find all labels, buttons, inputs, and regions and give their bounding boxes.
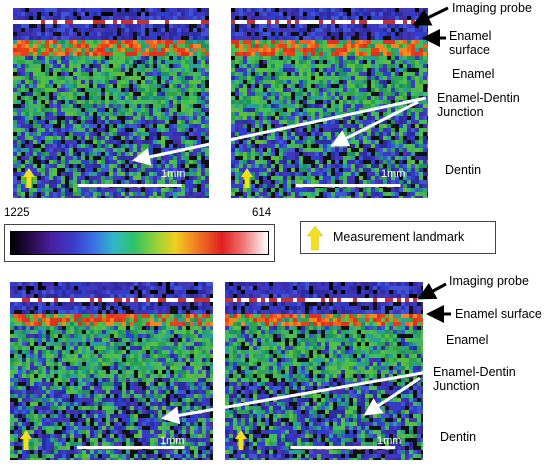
arrow-edj-bottom-left [161,370,429,425]
label-dentin: Dentin [445,163,482,177]
label-dentin-bottom: Dentin [440,430,477,444]
scale-bar-label: 1mm [377,435,402,447]
label-imaging-probe-bottom: Imaging probe [449,274,529,288]
yellow-up-arrow-icon [241,168,253,188]
scale-bar-label: 1mm [161,168,186,180]
colorbar-right-value: 614 [252,207,272,219]
oct-image-bottom-left: 1mm [10,282,213,460]
label-edj-line1-bottom: Enamel-Dentin [433,365,516,379]
colorbar [4,224,275,262]
label-edj-line1: Enamel-Dentin [437,91,520,105]
label-edj-line2: Junction [437,105,484,119]
label-enamel: Enamel [452,67,495,81]
arrow-edj-top-left [132,96,427,166]
label-enamel-bottom: Enamel [446,333,489,347]
colorbar-left-value: 1225 [4,207,30,219]
oct-image-top-left: 1mm [13,8,209,198]
scale-bar-label: 1mm [381,168,406,180]
label-enamel-surface-line2: surface [449,43,490,57]
yellow-up-arrow-icon [20,430,32,450]
legend-box: Measurement landmark [300,221,496,254]
oct-image-top-right: 1mm [231,8,428,198]
yellow-up-arrow-icon [306,225,324,251]
label-imaging-probe: Imaging probe [452,1,532,15]
arrow-imaging-probe-bottom [417,282,447,300]
yellow-up-arrow-icon [23,168,35,188]
arrow-imaging-probe-top [412,6,449,26]
label-enamel-surface-line1: Enamel [449,29,492,43]
arrow-edj-top-right [330,100,419,147]
oct-image-bottom-right: 1mm [225,282,423,460]
label-edj-line2-bottom: Junction [433,379,480,393]
arrow-edj-bottom-right [363,376,421,416]
scale-bar-label: 1mm [160,435,185,447]
legend-label: Measurement landmark [333,230,465,244]
yellow-up-arrow-icon [235,430,247,450]
label-enamel-surface-bottom: Enamel surface [455,307,542,321]
colorbar-gradient [10,231,269,255]
